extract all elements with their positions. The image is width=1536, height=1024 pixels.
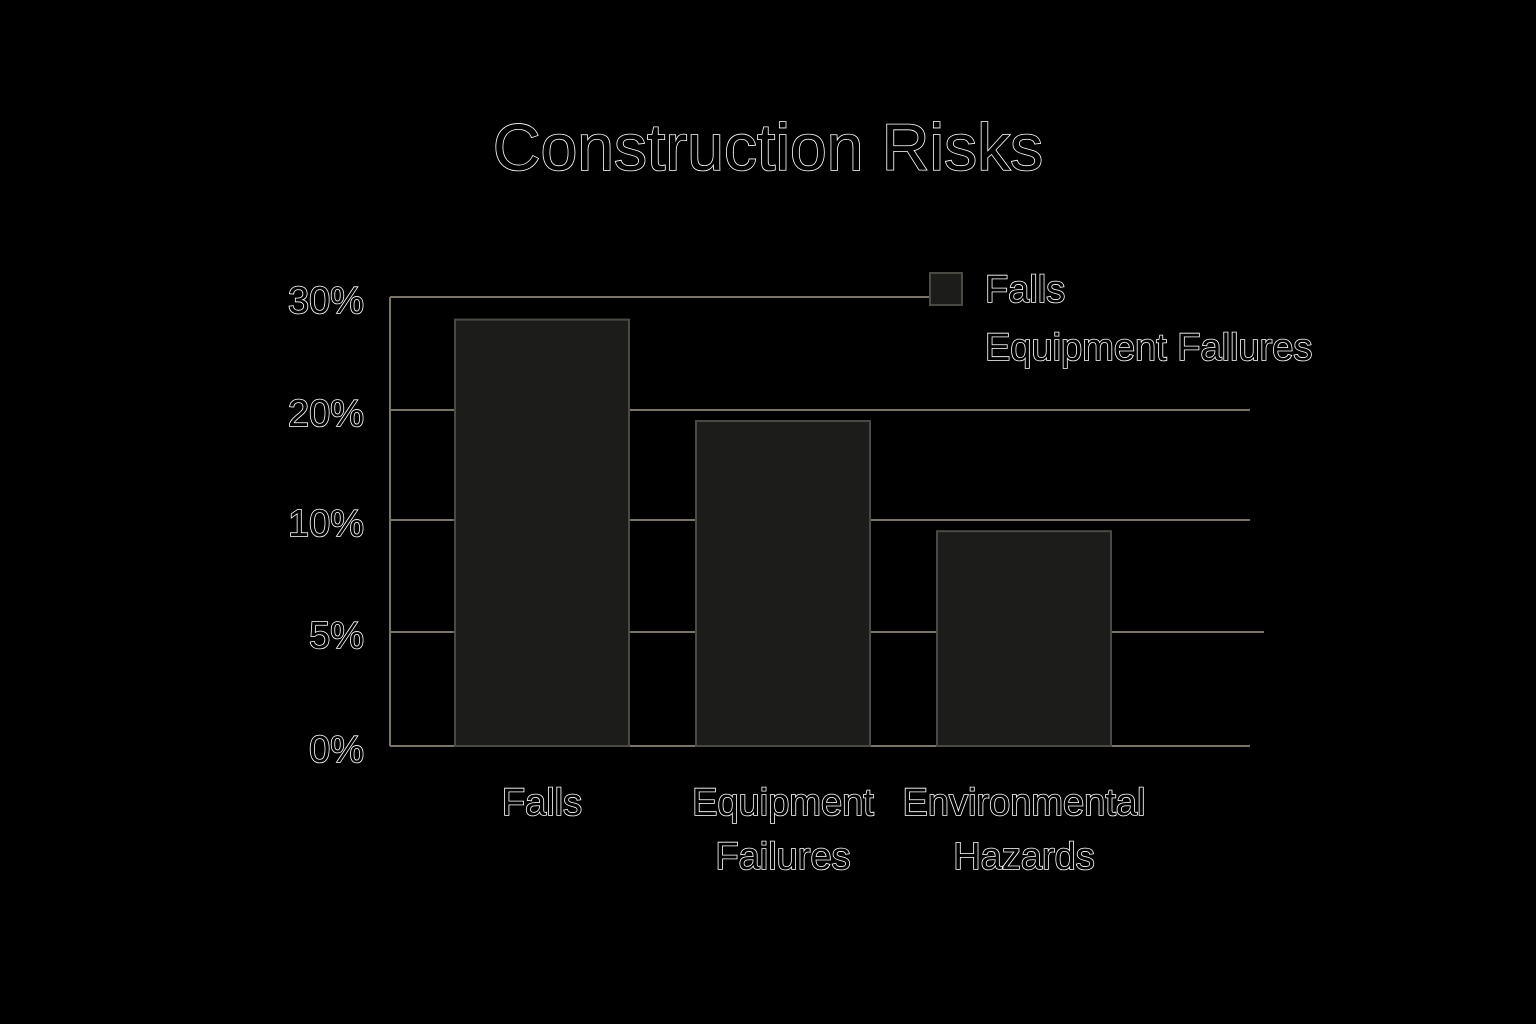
legend-label: Falls	[985, 269, 1065, 311]
bar	[695, 420, 871, 747]
bar	[936, 530, 1112, 748]
legend: Falls Equipment Fallures	[929, 268, 1313, 370]
bars	[454, 318, 1112, 748]
y-tick-labels: 0% 5% 10% 20% 30%	[287, 279, 365, 772]
bar	[454, 318, 630, 747]
x-tick-label: Falls	[502, 782, 582, 824]
x-tick-label: Equipment	[692, 782, 874, 824]
x-tick-label: Failures	[715, 836, 850, 878]
y-tick-label: 0%	[309, 729, 364, 771]
y-tick-label: 30%	[288, 280, 364, 322]
x-tick-labels: Falls Equipment Failures Environmental Hazar…	[501, 781, 1146, 879]
y-tick-label: 5%	[309, 615, 364, 657]
x-tick-label: Hazards	[953, 836, 1095, 878]
x-tick-label: Environmental	[903, 782, 1146, 824]
legend-swatch	[929, 272, 963, 306]
y-tick-label: 10%	[288, 503, 364, 545]
y-tick-label: 20%	[288, 393, 364, 435]
legend-label: Equipment Fallures	[985, 327, 1312, 369]
chart-title: Construction Risks	[493, 110, 1043, 184]
